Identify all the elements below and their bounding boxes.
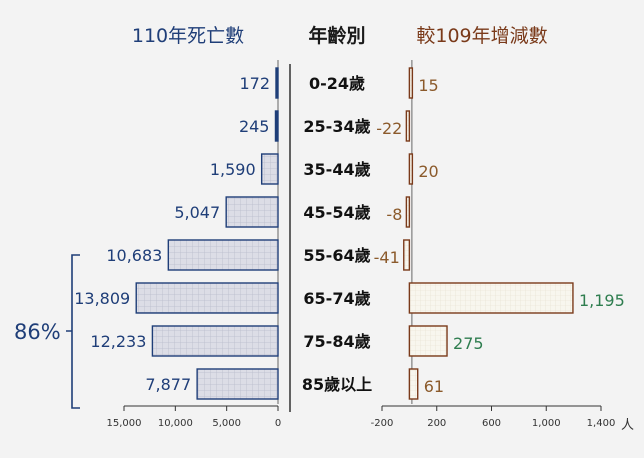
age-label: 35-44歲 [303, 160, 370, 179]
right-axis-tick-label: 1,000 [532, 418, 561, 429]
change-label: -41 [374, 248, 400, 267]
left-axis: 15,000 10,000 5,000 0 [107, 405, 281, 429]
death-count-label: 12,233 [90, 332, 146, 351]
death-count-bar [274, 110, 279, 142]
change-label: 20 [418, 162, 438, 181]
unit-label: 人 [621, 418, 634, 433]
age-label: 0-24歲 [309, 74, 365, 93]
age-label: 85歲以上 [302, 375, 372, 394]
bracket-percent-label: 86% [14, 320, 61, 344]
change-bar [405, 110, 411, 142]
age-bracket [66, 254, 80, 409]
change-bar [408, 153, 414, 185]
change-label: 61 [424, 377, 444, 396]
right-axis-tick-label: 200 [427, 418, 446, 429]
left-chart-title: 110年死亡數 [132, 25, 244, 47]
death-count-label: 245 [239, 117, 270, 136]
death-count-label: 172 [239, 74, 270, 93]
age-label: 55-64歲 [303, 246, 370, 265]
right-axis-tick-label: 1,400 [587, 418, 616, 429]
age-label: 75-84歲 [303, 332, 370, 351]
left-axis-tick-label: 15,000 [107, 418, 142, 429]
left-axis-tick-label: 10,000 [158, 418, 193, 429]
change-bar [408, 67, 414, 99]
death-count-bar [135, 282, 279, 314]
age-label: 45-54歲 [303, 203, 370, 222]
death-count-label: 13,809 [74, 289, 130, 308]
age-labels: 0-24歲 25-34歲 35-44歲 45-54歲 55-64歲 65-74歲 75-84… [302, 74, 372, 394]
death-count-bar [151, 325, 279, 357]
death-count-label: 5,047 [174, 203, 220, 222]
right-axis-tick-label: -200 [371, 418, 394, 429]
left-axis-tick-label: 0 [275, 418, 281, 429]
death-count-bar [167, 239, 279, 271]
change-label: 275 [453, 334, 484, 353]
age-group-title: 年齡別 [308, 24, 365, 47]
death-count-label: 1,590 [210, 160, 256, 179]
age-label: 25-34歲 [303, 117, 370, 136]
change-label: 15 [418, 76, 438, 95]
right-axis: -200 200 600 1,000 1,400 [371, 405, 616, 429]
change-bar [403, 239, 411, 271]
left-bars: 172 245 1,590 5,047 10,683 13,809 12,233 7,877 [74, 67, 279, 400]
change-bar [408, 368, 419, 400]
right-chart-title: 較109年增減數 [416, 25, 547, 47]
change-label: 1,195 [579, 291, 625, 310]
death-count-bar [225, 196, 279, 228]
age-label: 65-74歲 [303, 289, 370, 308]
change-label: -8 [386, 205, 402, 224]
change-bar [408, 282, 574, 314]
death-count-bar [196, 368, 279, 400]
change-bar [408, 325, 448, 357]
death-count-bar [260, 153, 279, 185]
death-count-label: 7,877 [145, 375, 191, 394]
right-bars: 15 -22 20 -8 -41 1,195 275 61 [374, 67, 625, 400]
change-label: -22 [376, 119, 402, 138]
right-axis-tick-label: 600 [482, 418, 501, 429]
death-count-label: 10,683 [106, 246, 162, 265]
death-count-bar [275, 67, 279, 99]
change-bar [405, 196, 411, 228]
left-axis-tick-label: 5,000 [212, 418, 241, 429]
